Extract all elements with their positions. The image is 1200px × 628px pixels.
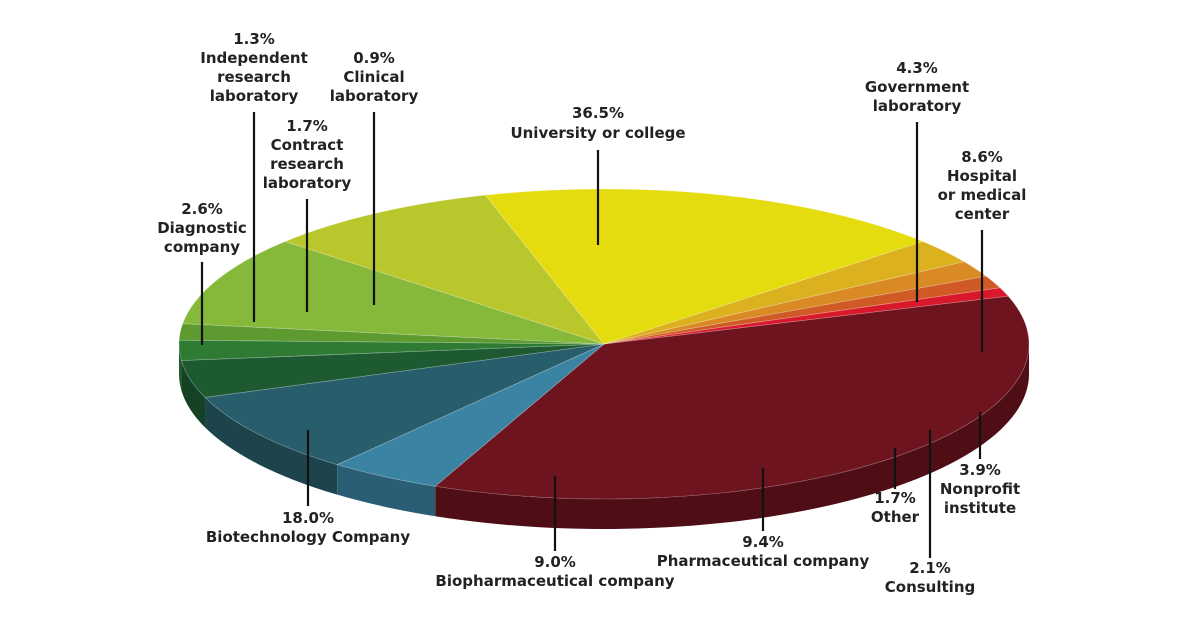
data-label-value: 9.0%	[534, 553, 576, 571]
data-label-category: Consulting	[885, 578, 975, 596]
data-label-category: research	[270, 155, 344, 173]
data-label-category: company	[164, 238, 240, 256]
label-leader-lines	[200, 112, 984, 558]
pie-slice	[204, 343, 605, 466]
data-label-category: Biotechnology Company	[206, 528, 410, 546]
pie-slice	[336, 343, 605, 487]
data-label-value: 1.7%	[874, 489, 916, 507]
slice-side-2	[205, 397, 338, 495]
pie-slice	[603, 287, 1010, 345]
data-label-category: Biopharmaceutical company	[435, 572, 674, 590]
pie-slice	[284, 194, 606, 345]
data-label-category: research	[217, 68, 291, 86]
data-label-category: Hospital	[947, 167, 1017, 185]
data-label-category: Clinical	[343, 68, 404, 86]
data-label-value: 36.5%	[572, 104, 624, 122]
data-label-value: 18.0%	[282, 509, 334, 527]
data-label-value: 1.3%	[233, 30, 275, 48]
pie-slice	[603, 241, 966, 345]
pie-slice	[178, 323, 605, 345]
data-label-category: Contract	[271, 136, 344, 154]
data-label-category: Diagnostic	[157, 219, 247, 237]
pie-slice	[434, 295, 1030, 500]
data-label-value: 4.3%	[896, 59, 938, 77]
pie-slice	[484, 188, 924, 345]
data-label-value: 8.6%	[961, 148, 1003, 166]
slice-side-1	[337, 464, 436, 517]
slice-side-4	[179, 344, 182, 391]
pie-slice	[603, 261, 988, 345]
pie-slice	[182, 241, 605, 345]
data-label-category: University or college	[510, 124, 685, 142]
slice-labels: 36.5% University or college 4.3%Government…	[157, 30, 1026, 596]
pie-slice	[180, 343, 605, 398]
data-label-category: Government	[865, 78, 969, 96]
data-label-category: Pharmaceutical company	[657, 552, 870, 570]
data-label-category: or medical	[938, 186, 1027, 204]
pie-3d-sides	[179, 344, 1029, 529]
data-label-category: laboratory	[873, 97, 962, 115]
data-label-category: laboratory	[210, 87, 299, 105]
data-label-value: 1.7%	[286, 117, 328, 135]
slice-side-0	[435, 344, 1029, 529]
data-label-value: 2.6%	[181, 200, 223, 218]
data-label-category: Nonprofit	[940, 480, 1020, 498]
pie-slice	[603, 275, 1002, 345]
data-label-value: 0.9%	[353, 49, 395, 67]
data-label-category: Other	[871, 508, 920, 526]
pie-slices	[178, 188, 1030, 500]
data-label-category: institute	[944, 499, 1016, 517]
data-label-category: Independent	[200, 49, 308, 67]
data-label-value: 2.1%	[909, 559, 951, 577]
data-label-value: 9.4%	[742, 533, 784, 551]
slice-side-3	[181, 360, 206, 428]
data-label-category: center	[955, 205, 1010, 223]
pie-slice	[178, 339, 605, 361]
data-label-category: laboratory	[330, 87, 419, 105]
data-label-category: laboratory	[263, 174, 352, 192]
data-label-value: 3.9%	[959, 461, 1001, 479]
